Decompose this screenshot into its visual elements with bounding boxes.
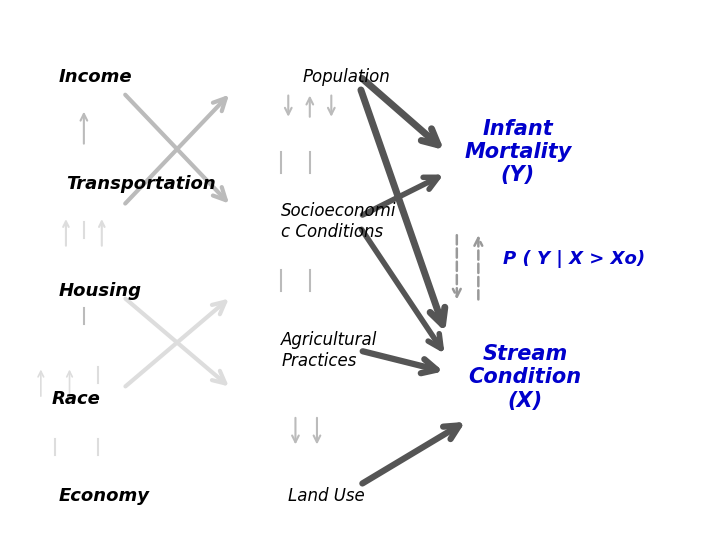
Text: Agricultural
Practices: Agricultural Practices (281, 331, 377, 370)
Text: Population: Population (302, 68, 390, 86)
Text: Housing: Housing (59, 282, 142, 300)
Text: Land Use: Land Use (288, 487, 365, 505)
Text: Income: Income (59, 68, 132, 86)
Text: Economy: Economy (59, 487, 150, 505)
Text: Socioeconomi
c Conditions: Socioeconomi c Conditions (281, 202, 397, 241)
Text: P ( Y | X > Xo): P ( Y | X > Xo) (503, 250, 646, 268)
Text: Infant
Mortality
(Y): Infant Mortality (Y) (464, 119, 572, 185)
Text: Race: Race (52, 390, 101, 408)
Text: Transportation: Transportation (66, 175, 216, 193)
Text: Stream
Condition
(X): Stream Condition (X) (469, 344, 582, 410)
